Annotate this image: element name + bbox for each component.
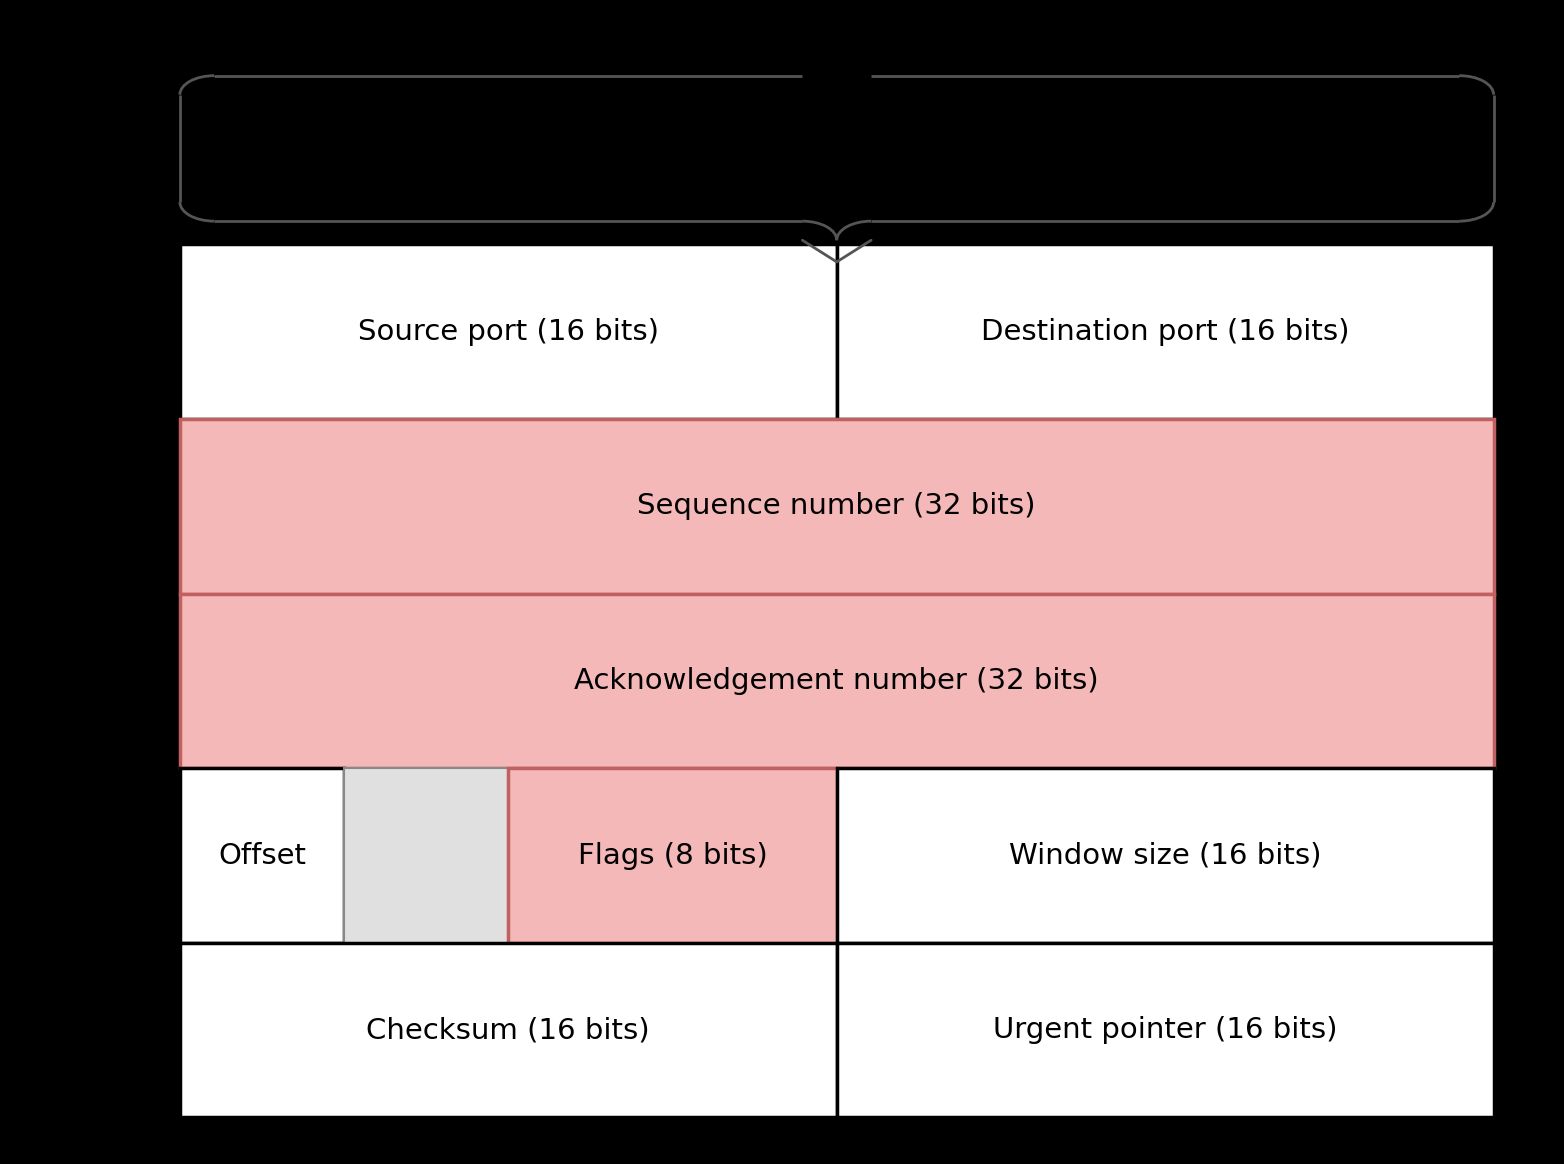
Bar — [344, 768, 508, 943]
Bar — [837, 768, 1494, 943]
Bar — [837, 244, 1494, 419]
Bar — [508, 768, 837, 943]
Text: Acknowledgement number (32 bits): Acknowledgement number (32 bits) — [574, 667, 1099, 695]
Bar — [180, 419, 1494, 594]
Text: Checksum (16 bits): Checksum (16 bits) — [366, 1016, 651, 1044]
Bar — [180, 768, 344, 943]
Text: Flags (8 bits): Flags (8 bits) — [577, 842, 768, 870]
Bar — [180, 244, 837, 419]
Text: Urgent pointer (16 bits): Urgent pointer (16 bits) — [993, 1016, 1337, 1044]
Text: Offset: Offset — [217, 842, 307, 870]
Bar — [180, 594, 1494, 768]
Text: Window size (16 bits): Window size (16 bits) — [1009, 842, 1322, 870]
Bar — [180, 943, 837, 1117]
Text: Destination port (16 bits): Destination port (16 bits) — [981, 318, 1350, 346]
Text: Sequence number (32 bits): Sequence number (32 bits) — [638, 492, 1035, 520]
Text: Source port (16 bits): Source port (16 bits) — [358, 318, 658, 346]
Bar — [837, 943, 1494, 1117]
